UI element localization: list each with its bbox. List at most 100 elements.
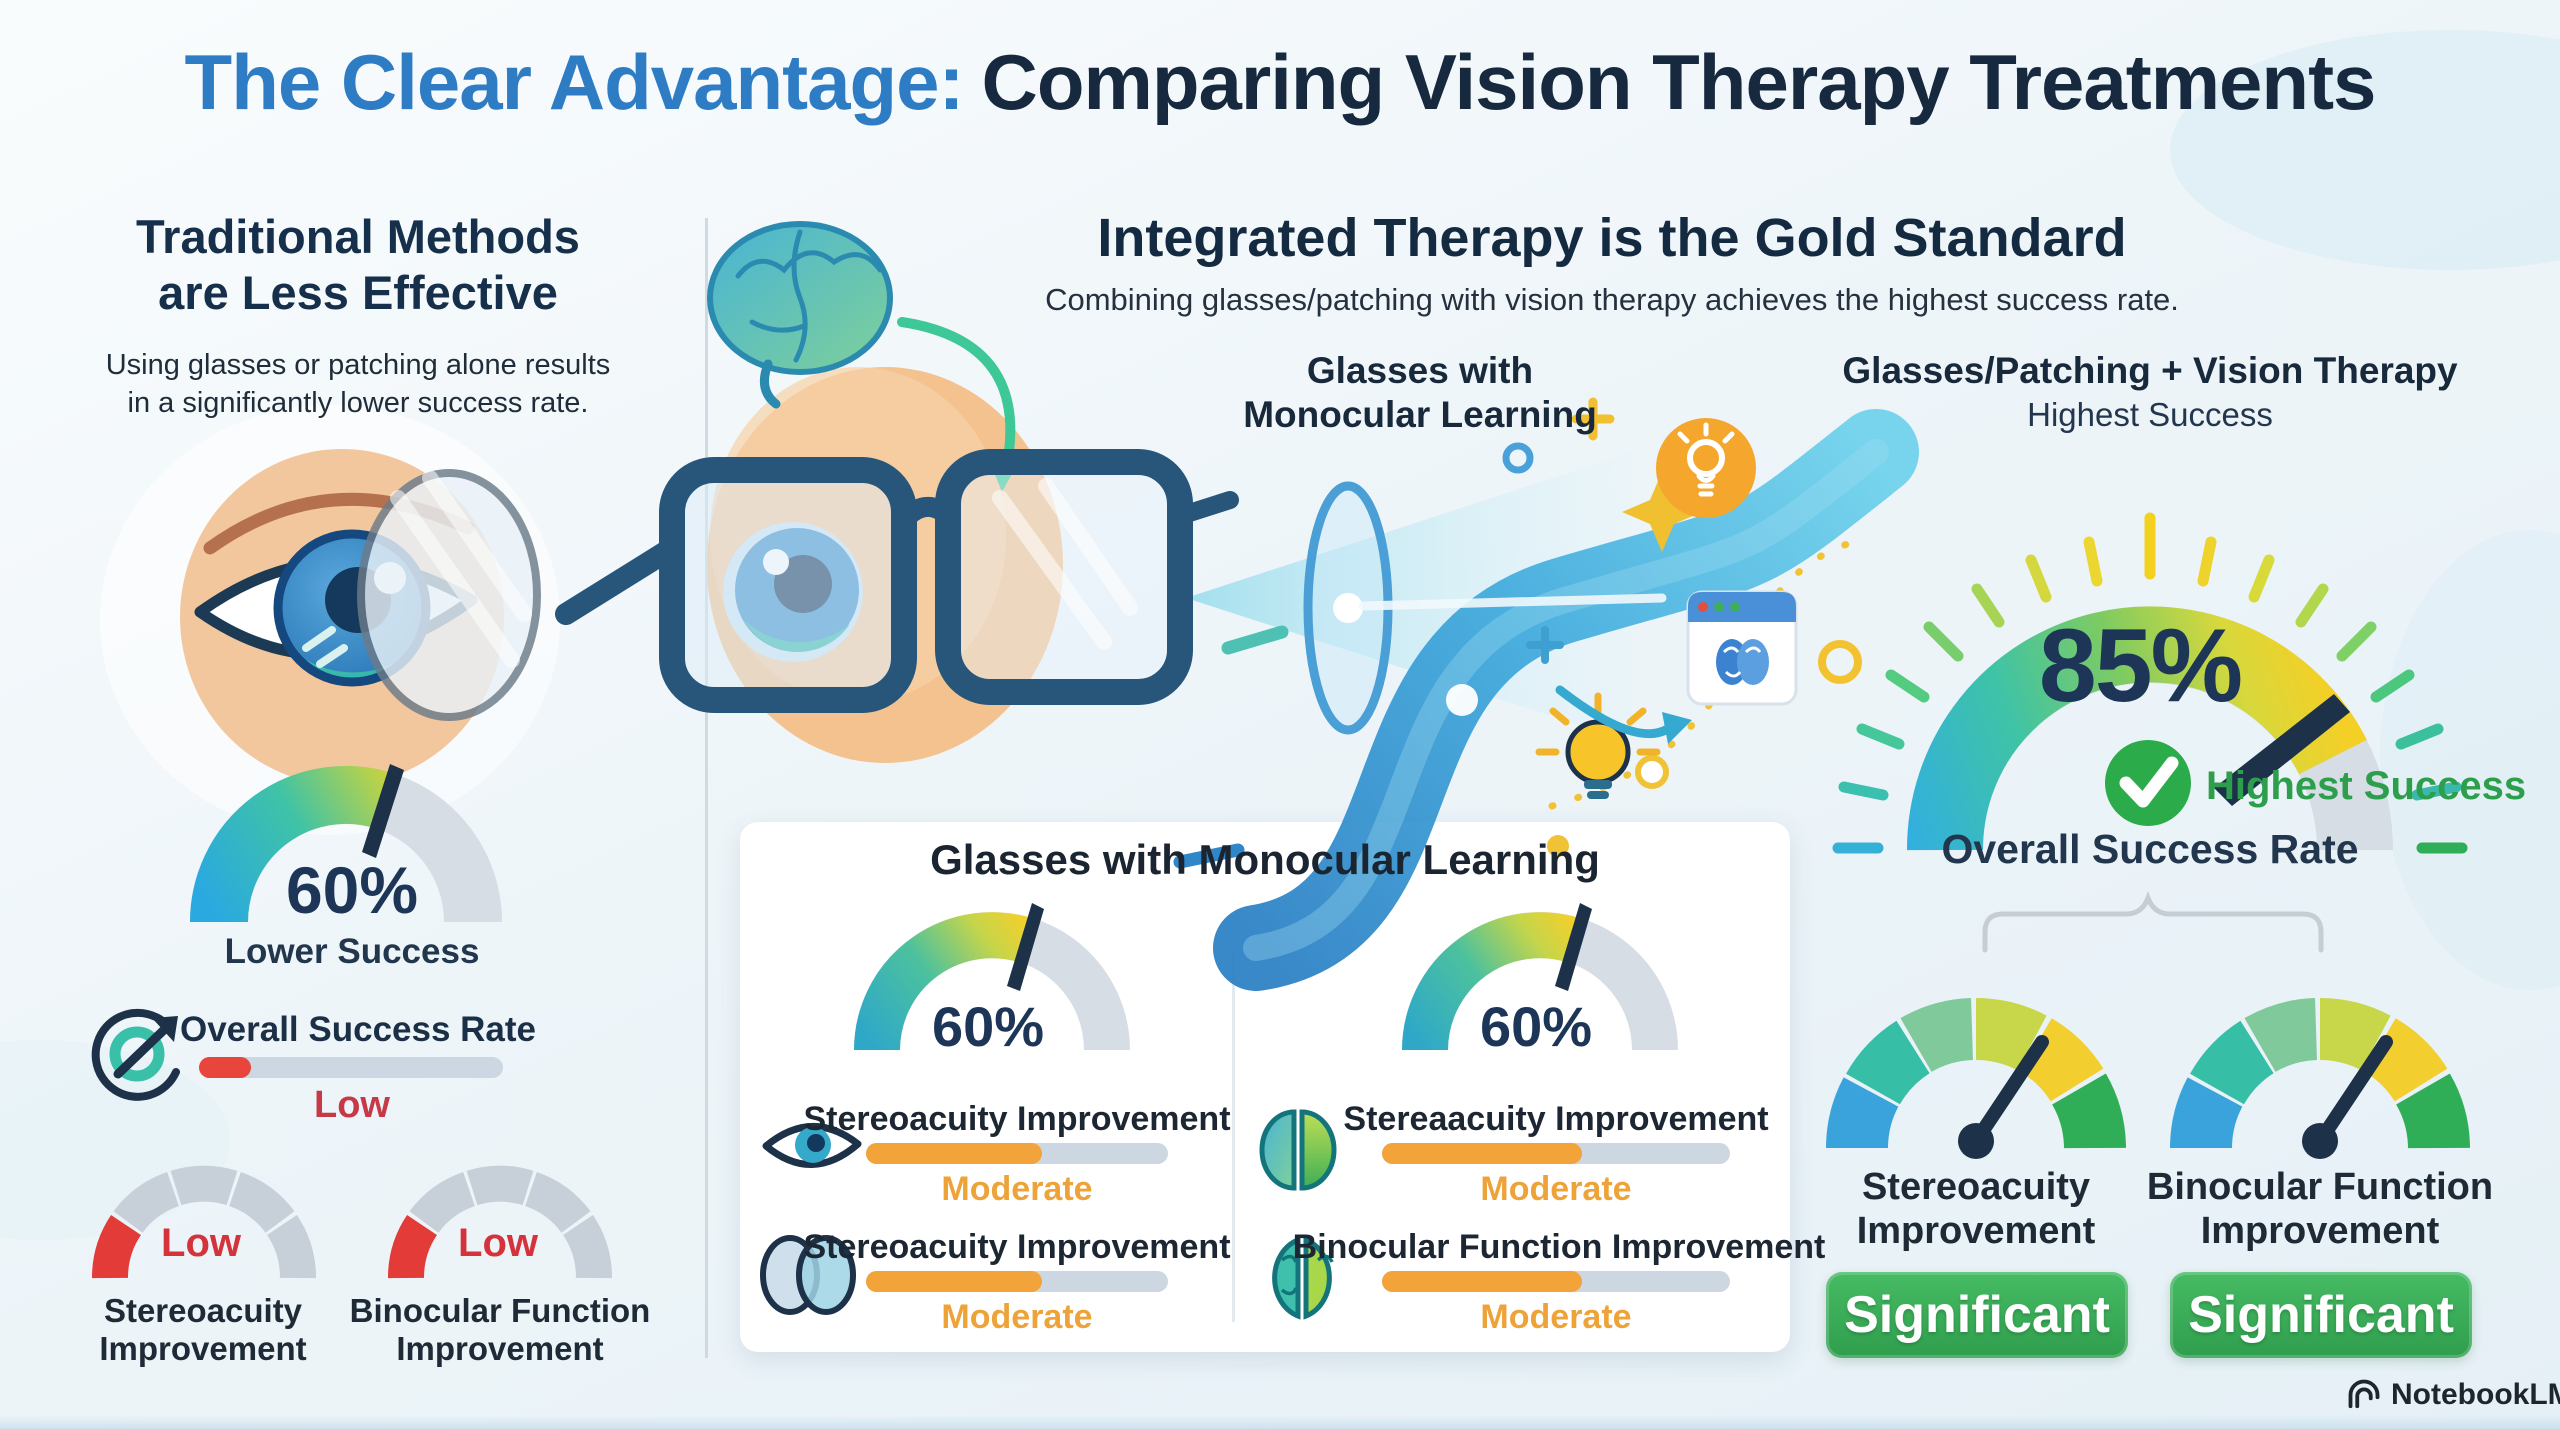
iris-streaks <box>302 626 348 668</box>
card-gauges <box>854 903 1678 1051</box>
mini-gauge-red-segment <box>91 1214 142 1279</box>
right-badge-label: Highest Success <box>2206 764 2527 808</box>
right-overall-label: Overall Success Rate <box>1941 826 2359 872</box>
eye-icon-pupil <box>807 1134 825 1152</box>
segment-green <box>2395 1073 2470 1150</box>
browser-dot-green <box>1730 602 1740 612</box>
page-title-rest: Comparing Vision Therapy Treatments <box>981 38 2377 126</box>
left-metric1-level: Low <box>161 1221 241 1265</box>
notebooklm-logo-icon <box>2348 1379 2380 1409</box>
segment-blue <box>1826 1077 1899 1150</box>
card-row-level: Moderate <box>1480 1170 1632 1208</box>
lightbulb-icon <box>1687 439 1725 477</box>
glasses-left-lens <box>659 457 917 713</box>
left-subtitle-line1: Using glasses or patching alone results <box>105 349 611 381</box>
mini-gauge-segment <box>409 1171 476 1234</box>
decor-blob <box>2380 530 2560 990</box>
mini-gauge-segment <box>266 1214 317 1279</box>
traditional-mini-gauges <box>91 1165 613 1279</box>
left-metric2-level: Low <box>458 1221 538 1265</box>
needle-pivot <box>1958 1123 1994 1159</box>
left-subtitle-line2: in a significantly lower success rate. <box>127 387 589 419</box>
mini-gauge-segment <box>228 1171 295 1234</box>
lens-reflection <box>992 478 1138 650</box>
result-label-line1: Glasses/Patching + Vision Therapy <box>1842 350 2458 391</box>
gauge-fill-60 <box>1402 912 1584 1051</box>
segment-teal <box>2190 1020 2275 1106</box>
gauge-needle <box>1969 1035 2049 1148</box>
integrated-success-gauge <box>1832 512 2468 953</box>
left-panel-divider <box>705 218 708 1358</box>
check-icon <box>2119 756 2179 808</box>
lightbulb-detail <box>1677 422 1735 497</box>
segment-teal <box>1846 1020 1931 1106</box>
card-row-icons <box>760 1109 1337 1320</box>
teal-dash <box>1221 625 1289 655</box>
segment-sage <box>1900 998 1975 1073</box>
card-row-bar-fill <box>1382 1271 1582 1292</box>
flow-arrow <box>1555 685 1677 739</box>
right-metric1-line1: Stereoacuity <box>1861 1166 2091 1208</box>
brain-icon-folds <box>1280 1254 1334 1296</box>
gauge-fill-85 <box>1906 606 2367 851</box>
glasses-bridge <box>896 497 955 528</box>
card-gauge-value-left: 60% <box>931 995 1045 1058</box>
left-heading-line2: are Less Effective <box>158 266 558 319</box>
bulb-rays <box>1535 692 1661 756</box>
gauge-fill-60 <box>189 765 394 923</box>
left-metric1-line2: Improvement <box>99 1330 307 1367</box>
card-row-level: Moderate <box>941 1170 1093 1208</box>
sparkle-circle-icon <box>1502 442 1534 474</box>
overall-success-bar-track <box>199 1057 503 1078</box>
right-metric2-line1: Binocular Function <box>2146 1166 2494 1208</box>
left-heading-line1: Traditional Methods <box>136 210 580 263</box>
segment-blue <box>2170 1077 2243 1150</box>
mini-gauge-segment <box>562 1214 613 1279</box>
integrated-mini-gauges <box>1826 998 2470 1159</box>
center-heading: Integrated Therapy is the Gold Standard <box>1097 208 2127 268</box>
flow-label-line1: Glasses with <box>1306 350 1534 391</box>
segment-green <box>2051 1073 2126 1150</box>
sparkle-plus-blue-icon <box>1526 626 1564 664</box>
flow-ribbon <box>1213 409 1919 991</box>
yellow-ring <box>1818 640 1862 684</box>
left-metric1-line1: Stereoacuity <box>103 1292 303 1329</box>
bulb-base <box>1587 791 1609 799</box>
lens-glare <box>390 470 532 668</box>
result-label-line2: Highest Success <box>2027 396 2273 433</box>
eye-with-lens-illustration <box>180 449 541 785</box>
gauge-needle <box>2214 694 2350 806</box>
mini-gauge-segment <box>113 1171 180 1234</box>
glasses-hinge <box>1171 491 1239 525</box>
gauge-needle <box>1555 903 1592 991</box>
card-row-bar-fill <box>866 1143 1042 1164</box>
right-metric2-line2: Improvement <box>2200 1210 2440 1252</box>
mini-gauge-segment <box>524 1171 591 1234</box>
target-outer-arc <box>91 1008 180 1101</box>
right-metric1-line2: Improvement <box>1856 1210 2096 1252</box>
significant-badge: Significant <box>1826 1272 2128 1358</box>
overall-success-bar-fill <box>199 1057 251 1078</box>
browser-dot-green <box>1714 602 1724 612</box>
target-arrow-shaft <box>113 1021 173 1079</box>
left-overall-level: Low <box>314 1084 390 1126</box>
brain-folds <box>735 229 883 363</box>
card-row-label: Stereoacuity Improvement <box>803 1228 1231 1266</box>
left-overall-label: Overall Success Rate <box>179 1010 537 1049</box>
blue-dash <box>1173 843 1245 869</box>
center-subtitle: Combining glasses/patching with vision t… <box>1045 282 2179 317</box>
target-inner-ring <box>109 1026 165 1082</box>
left-metric2-line1: Binocular Function <box>349 1292 651 1329</box>
yellow-dot <box>1547 835 1569 857</box>
card-row-level: Moderate <box>941 1298 1093 1336</box>
lens-patch <box>357 469 541 721</box>
card-row-bar-fill <box>1382 1143 1582 1164</box>
target-arrow-icon <box>91 1008 180 1101</box>
card-row-bar-fill <box>866 1271 1042 1292</box>
bulb-base <box>1584 780 1612 789</box>
segment-yellowgreen <box>2318 998 2391 1071</box>
left-gauge-value: 60% <box>285 853 419 927</box>
